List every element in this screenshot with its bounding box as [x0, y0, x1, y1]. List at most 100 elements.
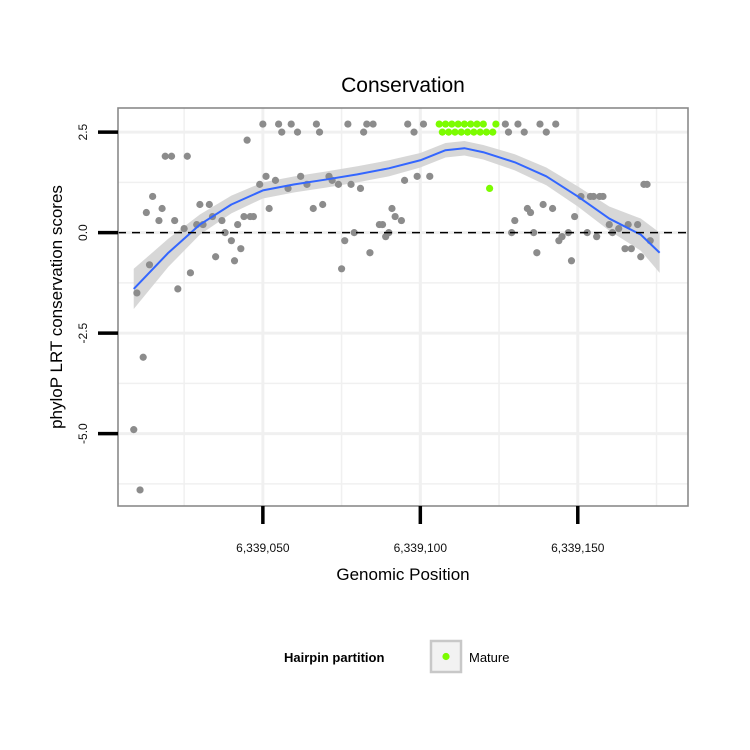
data-point [265, 204, 273, 213]
data-point [366, 249, 374, 257]
data-point [514, 120, 522, 128]
data-point [520, 128, 528, 136]
mature-point [457, 128, 465, 136]
data-point [404, 120, 412, 128]
data-point [167, 152, 176, 160]
mature-point [435, 120, 443, 128]
data-point [337, 265, 346, 273]
data-point [542, 128, 550, 136]
data-point [186, 269, 195, 277]
data-point [410, 128, 418, 136]
mature-point [460, 120, 469, 128]
data-point [287, 120, 295, 128]
mature-point [448, 120, 456, 128]
y-axis-label: phyloP LRT conservation scores [47, 185, 66, 429]
data-point [275, 120, 283, 128]
mature-point [467, 120, 475, 128]
data-point [539, 200, 547, 209]
data-point [136, 486, 144, 494]
data-point [174, 285, 182, 293]
data-point [297, 172, 305, 180]
data-point [142, 208, 150, 217]
data-point [334, 180, 343, 188]
data-point [133, 289, 141, 297]
confidence-band [133, 140, 660, 310]
data-point [419, 120, 428, 128]
data-point [426, 172, 434, 180]
data-point [249, 212, 258, 221]
legend: Hairpin partition Mature [284, 639, 509, 674]
chart-title: Conservation [341, 74, 465, 97]
data-point [218, 216, 226, 225]
smooth-line [133, 147, 661, 290]
data-point [397, 216, 406, 225]
data-point [593, 233, 601, 241]
data-point [643, 180, 651, 188]
confidence-band-layer [133, 140, 660, 310]
plot-area [117, 107, 689, 507]
smooth-line-layer [133, 147, 661, 290]
y-tick-label: -5.0 [76, 423, 90, 444]
data-point [278, 128, 286, 136]
legend-label-mature: Mature [469, 650, 509, 665]
data-point [312, 120, 320, 128]
data-point [634, 220, 642, 229]
y-tick-label: -2.5 [76, 322, 90, 343]
data-point [533, 249, 541, 257]
mature-point [492, 120, 500, 128]
legend-title: Hairpin partition [284, 650, 384, 665]
data-point [344, 120, 352, 128]
data-point [356, 184, 365, 193]
data-point [171, 216, 179, 225]
data-point [234, 220, 242, 229]
data-point [271, 176, 280, 184]
mature-point [482, 128, 491, 136]
mature-point [486, 184, 494, 193]
mature-point [454, 120, 462, 128]
x-tick-label: 6,339,050 [236, 541, 290, 555]
data-point [504, 128, 513, 136]
data-point [259, 120, 267, 128]
data-point [158, 204, 166, 213]
mature-point [441, 120, 450, 128]
data-point [130, 426, 138, 434]
data-point [243, 136, 251, 144]
data-point [360, 128, 368, 136]
mature-point [470, 128, 478, 136]
data-point [413, 172, 421, 180]
data-point [319, 200, 327, 209]
data-point [341, 237, 349, 245]
data-point [526, 208, 535, 217]
data-point [149, 192, 157, 201]
y-axis: 2.5 0.0 -2.5 -5.0 [76, 123, 118, 444]
x-tick-label: 6,339,100 [394, 541, 448, 555]
data-point [237, 245, 245, 253]
data-point [205, 200, 213, 209]
data-point [293, 128, 302, 136]
y-tick-label: 2.5 [76, 123, 90, 140]
data-point [139, 353, 147, 361]
y-tick-label: 0.0 [76, 224, 90, 241]
mature-point [476, 128, 484, 136]
data-point [315, 128, 324, 136]
data-point [347, 180, 355, 188]
mature-point [479, 120, 487, 128]
mature-point [451, 128, 459, 136]
plot-border [117, 107, 689, 507]
plot-panel [118, 108, 688, 506]
x-axis-label: Genomic Position [336, 565, 469, 584]
data-point [183, 152, 191, 160]
data-point [511, 216, 519, 225]
data-point [309, 204, 317, 213]
data-point [530, 229, 538, 237]
data-point [363, 120, 371, 128]
data-point [400, 176, 409, 184]
data-point [227, 237, 235, 245]
mature-point [473, 120, 481, 128]
data-point [221, 229, 229, 237]
data-point [180, 225, 188, 233]
mature-point [463, 128, 472, 136]
data-point [589, 192, 598, 201]
data-point [571, 212, 579, 221]
